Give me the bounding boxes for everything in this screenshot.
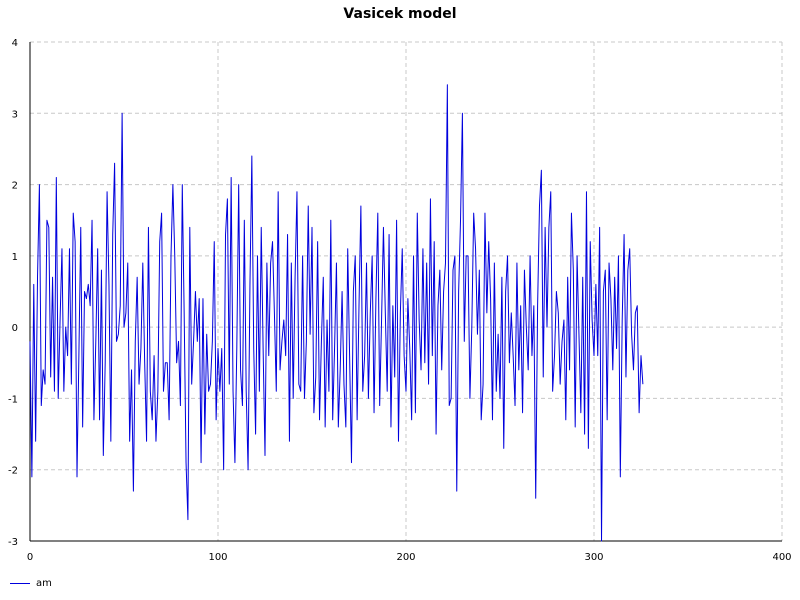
y-tick-label: 0 — [12, 323, 18, 334]
y-tick-label: -1 — [8, 394, 18, 405]
x-tick-label: 0 — [27, 552, 33, 563]
y-tick-label: 3 — [12, 109, 18, 120]
y-tick-label: 4 — [12, 38, 18, 49]
chart-title: Vasicek model — [343, 6, 457, 22]
y-tick-label: -2 — [8, 466, 18, 477]
axes — [29, 42, 782, 542]
series-layer — [29, 84, 644, 542]
series-line-am — [29, 84, 644, 542]
legend: am — [10, 576, 52, 590]
tick-labels: 0 100 200 300 400 4 3 2 1 0 -1 -2 -3 — [8, 38, 792, 563]
x-tick-label: 100 — [208, 552, 227, 563]
x-tick-label: 300 — [584, 552, 603, 563]
x-tick-label: 400 — [772, 552, 791, 563]
legend-label-am: am — [36, 577, 52, 589]
y-tick-label: 1 — [12, 252, 18, 263]
y-tick-label: -3 — [8, 537, 18, 548]
legend-swatch-am — [10, 582, 30, 584]
x-tick-label: 200 — [396, 552, 415, 563]
gridlines — [29, 41, 783, 542]
y-tick-label: 2 — [12, 181, 18, 192]
